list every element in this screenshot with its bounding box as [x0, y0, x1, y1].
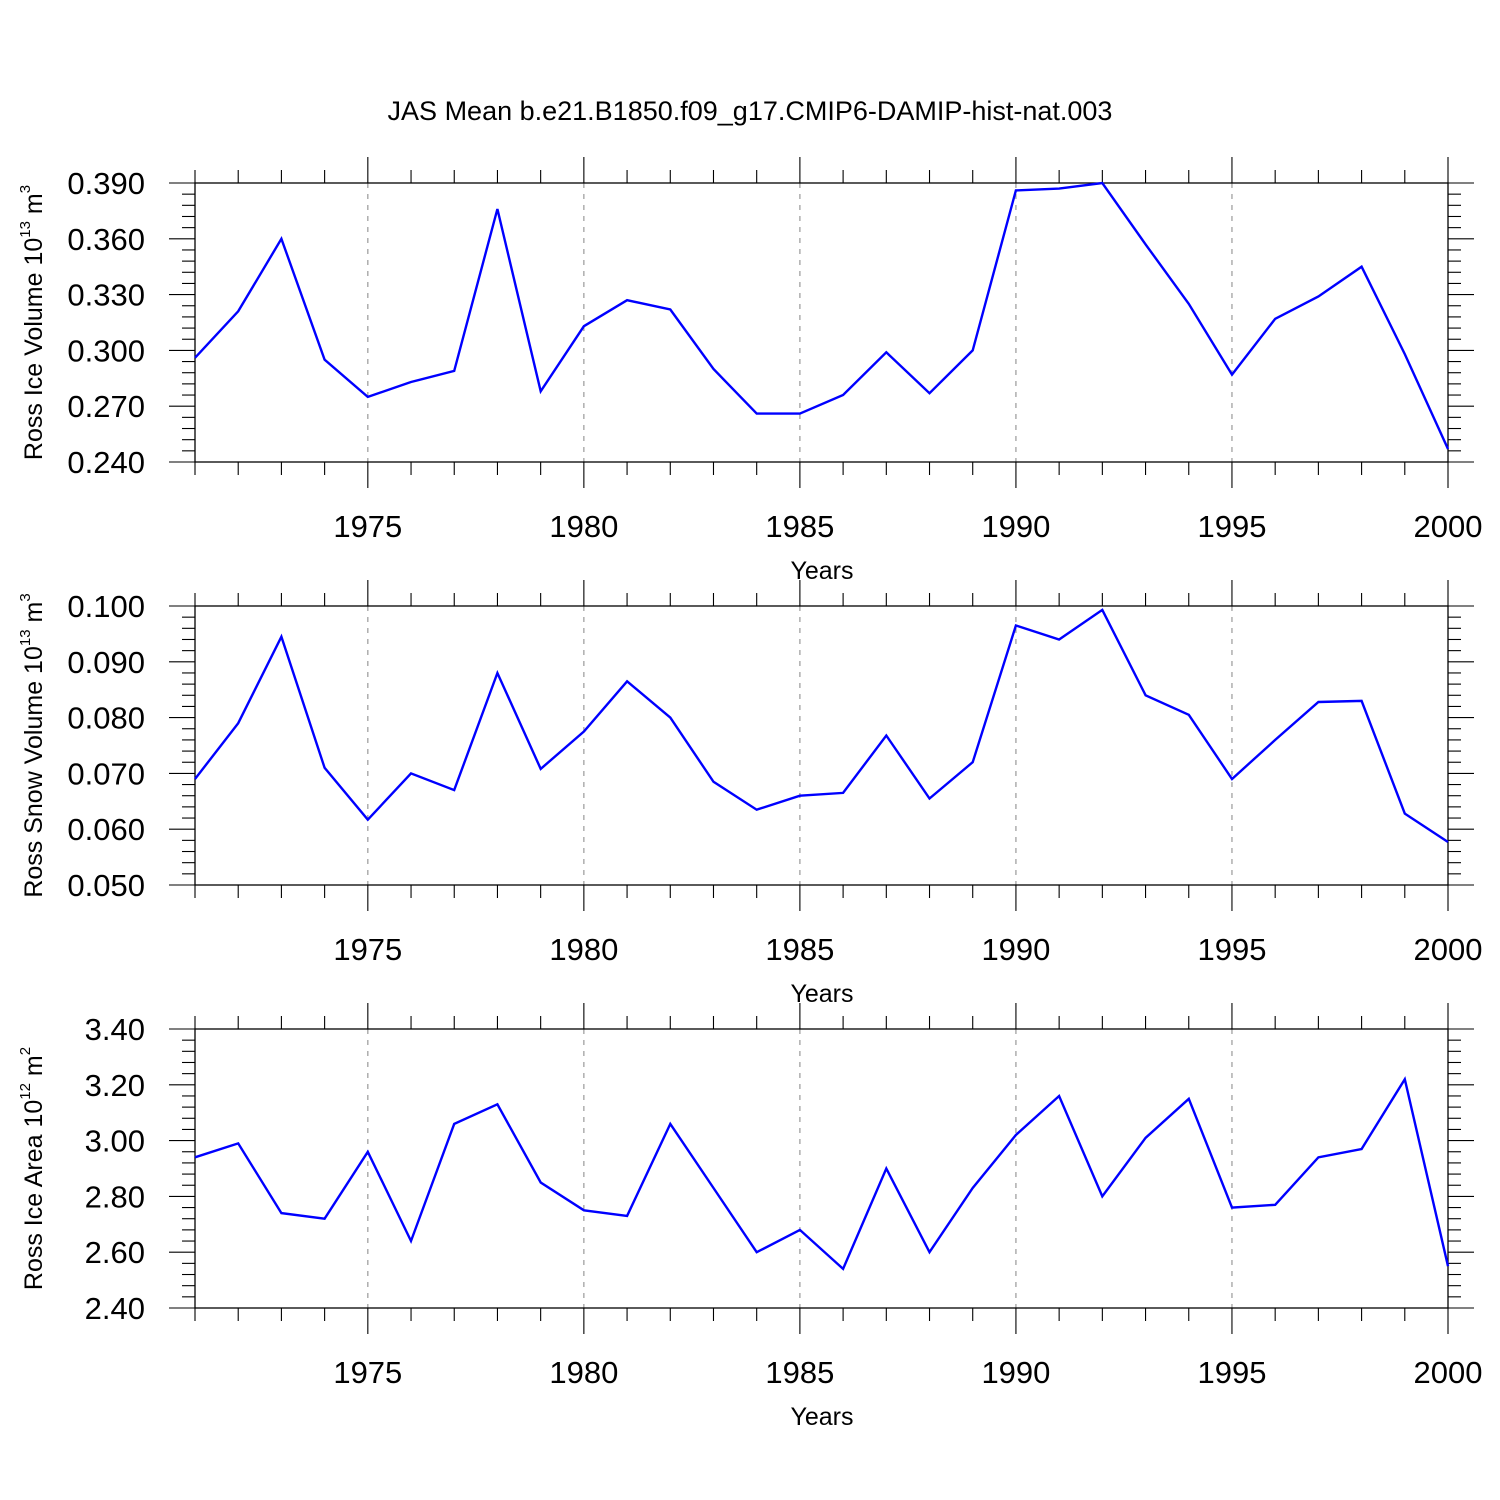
panels: 0.240 0.270 0.300 0.330 0.360 0.390 1975 1980 19… — [17, 157, 1482, 1431]
x-tick-label: 1985 — [765, 932, 834, 967]
y-tick-label: 0.060 — [67, 812, 145, 847]
y-tick-label: 0.270 — [67, 389, 145, 424]
y-axis-label-unit-exp: 3 — [17, 185, 34, 193]
x-tick-label: 1980 — [549, 509, 618, 544]
x-tick-label: 2000 — [1414, 932, 1483, 967]
y-tick-label: 0.090 — [67, 645, 145, 680]
y-tick-label: 2.60 — [85, 1235, 145, 1270]
x-axis-label: Years — [790, 1403, 853, 1431]
panel-3: 2.40 2.60 2.80 3.00 3.20 3.40 1975 1980 1985 1990… — [17, 1003, 1482, 1431]
y-tick-label: 0.070 — [67, 756, 145, 791]
y-tick-label: 0.360 — [67, 222, 145, 257]
y-tick-label: 2.80 — [85, 1179, 145, 1214]
x-tick-label: 1990 — [981, 509, 1050, 544]
x-axis-label: Years — [790, 557, 853, 585]
x-tick-label: 1985 — [765, 1355, 834, 1390]
y-axis-label-exp: 13 — [17, 221, 34, 238]
panel-1: 0.240 0.270 0.300 0.330 0.360 0.390 1975 1980 19… — [17, 157, 1482, 585]
y-axis-label-unit: m — [20, 602, 48, 630]
y-tick-label: 2.40 — [85, 1291, 145, 1326]
y-axis-label: Ross Snow Volume 1013 m3 — [17, 593, 48, 897]
y-axis-label-exp: 12 — [17, 1083, 34, 1100]
x-tick-label: 1995 — [1197, 932, 1266, 967]
y-axis-label-unit: m — [20, 193, 48, 221]
x-tick-label: 1980 — [549, 932, 618, 967]
y-axis-label-unit-exp: 3 — [17, 593, 34, 601]
y-tick-label: 0.050 — [67, 868, 145, 903]
y-axis-label-main: Ross Snow Volume 10 — [20, 646, 48, 898]
y-tick-label: 0.240 — [67, 445, 145, 480]
x-tick-label: 2000 — [1414, 1355, 1483, 1390]
y-tick-label: 0.300 — [67, 333, 145, 368]
figure-title: JAS Mean b.e21.B1850.f09_g17.CMIP6-DAMIP… — [388, 96, 1113, 126]
y-axis-label-main: Ross Ice Area 10 — [20, 1100, 48, 1290]
plot-frame — [194, 182, 1449, 463]
x-tick-label: 1995 — [1197, 509, 1266, 544]
y-axis-label-unit-exp: 2 — [17, 1047, 34, 1055]
y-tick-label: 0.080 — [67, 701, 145, 736]
x-tick-label: 1995 — [1197, 1355, 1266, 1390]
plot-frame — [194, 1028, 1449, 1309]
y-axis-label-main: Ross Ice Volume 10 — [20, 238, 48, 460]
panel-2: 0.050 0.060 0.070 0.080 0.090 0.100 1975 1980 19… — [17, 580, 1482, 1008]
x-tick-label: 1985 — [765, 509, 834, 544]
y-tick-label: 0.390 — [67, 166, 145, 201]
plot-frame — [194, 605, 1449, 886]
x-tick-label: 2000 — [1414, 509, 1483, 544]
x-tick-label: 1975 — [333, 932, 402, 967]
x-tick-label: 1980 — [549, 1355, 618, 1390]
y-tick-label: 0.100 — [67, 589, 145, 624]
y-axis-label-unit: m — [20, 1055, 48, 1083]
y-axis-label: Ross Ice Volume 1013 m3 — [17, 185, 48, 460]
series-line-1 — [194, 181, 1450, 450]
y-axis-label-exp: 13 — [17, 629, 34, 646]
x-tick-label: 1990 — [981, 932, 1050, 967]
x-tick-label: 1990 — [981, 1355, 1050, 1390]
series-line-2 — [194, 608, 1449, 844]
series-line-3 — [194, 1076, 1450, 1271]
x-axis-label: Years — [790, 980, 853, 1008]
y-tick-label: 3.40 — [85, 1012, 145, 1047]
y-tick-label: 3.20 — [85, 1068, 145, 1103]
x-tick-label: 1975 — [333, 509, 402, 544]
x-tick-label: 1975 — [333, 1355, 402, 1390]
y-tick-label: 0.330 — [67, 278, 145, 313]
y-axis-label: Ross Ice Area 1012 m2 — [17, 1047, 48, 1290]
y-tick-label: 3.00 — [85, 1124, 145, 1159]
